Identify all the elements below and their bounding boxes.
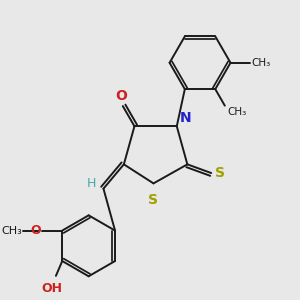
- Text: CH₃: CH₃: [1, 226, 22, 236]
- Text: H: H: [86, 177, 96, 190]
- Text: OH: OH: [41, 282, 62, 295]
- Text: CH₃: CH₃: [227, 107, 246, 117]
- Text: S: S: [214, 166, 225, 180]
- Text: S: S: [148, 193, 158, 207]
- Text: N: N: [180, 111, 192, 125]
- Text: CH₃: CH₃: [252, 58, 271, 68]
- Text: O: O: [31, 224, 41, 237]
- Text: O: O: [115, 89, 127, 103]
